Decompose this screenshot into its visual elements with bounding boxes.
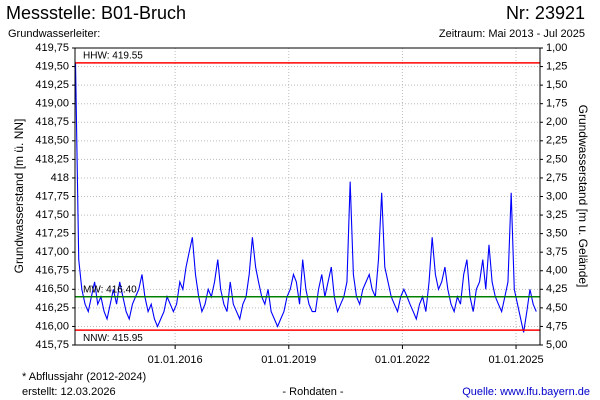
y2-tick-label: 4,00 bbox=[546, 265, 567, 277]
source: Quelle: www.lfu.bayern.de bbox=[462, 386, 590, 398]
subtitle-right: Zeitraum: Mai 2013 - Jul 2025 bbox=[439, 28, 585, 40]
y2-tick-label: 2,50 bbox=[546, 153, 567, 165]
y2-tick-label: 1,75 bbox=[546, 98, 567, 110]
reference-label: HHW: 419.55 bbox=[83, 50, 143, 61]
y-tick-label: 419,25 bbox=[35, 79, 69, 91]
subtitle-left: Grundwasserleiter: bbox=[8, 28, 100, 40]
x-tick-label: 01.01.2025 bbox=[489, 354, 544, 366]
x-tick-label: 01.01.2016 bbox=[148, 354, 203, 366]
y-tick-label: 418,75 bbox=[35, 116, 69, 128]
y-tick-label: 417,50 bbox=[35, 209, 69, 221]
y2-tick-label: 4,50 bbox=[546, 302, 567, 314]
chart-title: Messstelle: B01-Bruch bbox=[6, 3, 186, 23]
created-date: erstellt: 12.03.2026 bbox=[22, 386, 116, 398]
y-tick-label: 418 bbox=[51, 172, 69, 184]
y-tick-label: 416,50 bbox=[35, 283, 69, 295]
y2-tick-label: 3,25 bbox=[546, 209, 567, 221]
y2-axis-label: Grundwasserstand [m u. Gelände] bbox=[576, 105, 590, 288]
y-tick-label: 417,00 bbox=[35, 246, 69, 258]
y2-tick-label: 2,75 bbox=[546, 172, 567, 184]
y2-tick-label: 2,00 bbox=[546, 116, 567, 128]
data-status: - Rohdaten - bbox=[282, 386, 343, 398]
y-tick-label: 419,75 bbox=[35, 42, 69, 54]
x-tick-label: 01.01.2019 bbox=[261, 354, 316, 366]
station-number: Nr: 23921 bbox=[506, 3, 585, 23]
y2-tick-label: 3,00 bbox=[546, 190, 567, 202]
y-tick-label: 418,25 bbox=[35, 153, 69, 165]
y2-tick-label: 3,50 bbox=[546, 228, 567, 240]
y-tick-label: 418,50 bbox=[35, 135, 69, 147]
y2-tick-label: 3,75 bbox=[546, 246, 567, 258]
plot-frame bbox=[74, 47, 541, 346]
y-tick-label: 415,75 bbox=[35, 339, 69, 351]
y2-tick-label: 4,75 bbox=[546, 320, 567, 332]
y-tick-label: 419,00 bbox=[35, 98, 69, 110]
y2-tick-label: 4,25 bbox=[546, 283, 567, 295]
y2-tick-label: 1,00 bbox=[546, 42, 567, 54]
x-tick-label: 01.01.2022 bbox=[375, 354, 430, 366]
y-tick-label: 416,25 bbox=[35, 302, 69, 314]
y2-tick-label: 2,25 bbox=[546, 135, 567, 147]
y-tick-label: 417,75 bbox=[35, 190, 69, 202]
y-tick-label: 416,75 bbox=[35, 265, 69, 277]
footnote: * Abflussjahr (2012-2024) bbox=[22, 371, 146, 383]
data-line bbox=[74, 62, 537, 333]
y2-tick-label: 5,00 bbox=[546, 339, 567, 351]
y2-tick-label: 1,50 bbox=[546, 79, 567, 91]
y-tick-label: 419,50 bbox=[35, 60, 69, 72]
reference-label: NNW: 415.95 bbox=[83, 333, 143, 344]
reference-label: MW: 416.40 bbox=[83, 284, 137, 295]
y-axis-label: Grundwasserstand [m ü. NN] bbox=[12, 119, 26, 274]
y2-tick-label: 1,25 bbox=[546, 60, 567, 72]
y-tick-label: 416,00 bbox=[35, 320, 69, 332]
y-tick-label: 417,25 bbox=[35, 228, 69, 240]
